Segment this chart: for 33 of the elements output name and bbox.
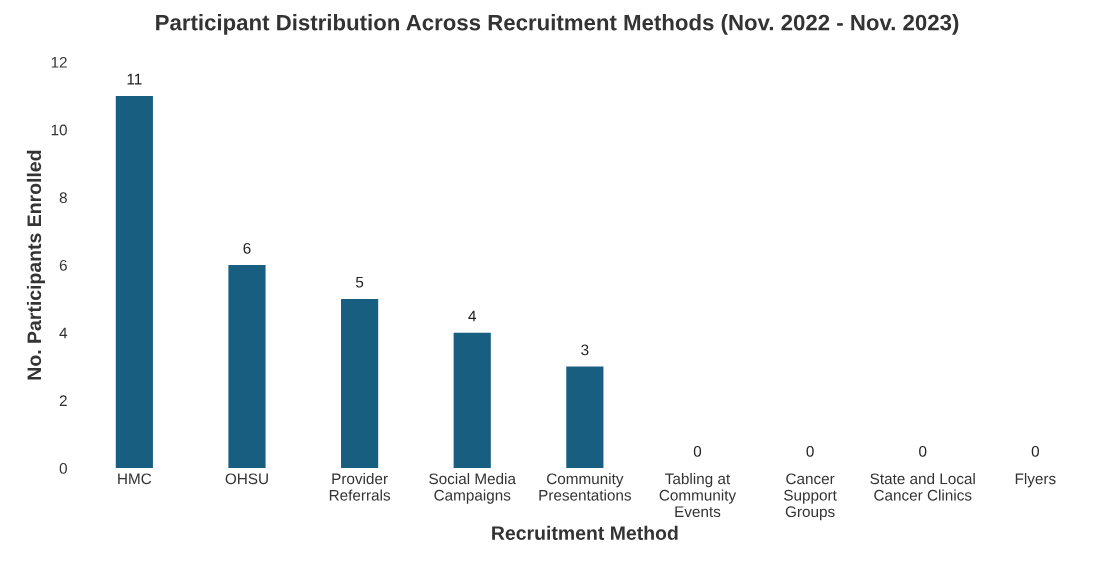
data-label: 0	[1031, 445, 1039, 457]
bar	[566, 366, 604, 469]
bar	[453, 332, 491, 469]
x-tick-label: HMC	[118, 473, 152, 485]
y-tick-label: 2	[59, 395, 67, 406]
x-tick-label: Tabling at Community Events	[659, 472, 737, 518]
data-label: 0	[693, 445, 702, 457]
chart-title: Participant Distribution Across Recruitment Methods (Nov. 2022 - Nov. 2023)	[156, 14, 959, 35]
y-tick-label: 8	[59, 192, 67, 204]
bar	[228, 265, 266, 469]
x-tick-label: Social Media Campaigns	[429, 472, 516, 504]
y-axis-title: No. Participants Enrolled	[26, 150, 45, 380]
y-tick-label: 4	[59, 327, 68, 339]
x-tick-label: Community Presentations	[539, 472, 632, 501]
x-tick-label: Cancer Support Groups	[784, 473, 837, 521]
bar	[341, 298, 379, 469]
data-label: 0	[806, 445, 814, 457]
data-label: 0	[919, 445, 927, 457]
x-tick-label: OHSU	[225, 473, 268, 485]
data-label: 4	[468, 310, 477, 322]
x-tick-label: Provider Referrals	[329, 472, 391, 501]
y-tick-label: 0	[59, 462, 67, 474]
bar	[115, 95, 153, 469]
y-tick-label: 12	[51, 56, 67, 68]
data-label: 6	[243, 242, 251, 254]
x-axis-title: Recruitment Method	[492, 525, 678, 540]
x-tick-label: Flyers	[1015, 472, 1056, 488]
x-tick-label: State and Local Cancer Clinics	[870, 472, 975, 501]
y-tick-label: 10	[51, 124, 67, 136]
data-label: 11	[127, 73, 142, 85]
data-label: 5	[355, 276, 364, 288]
y-tick-label: 6	[59, 259, 67, 271]
data-label: 3	[581, 344, 589, 356]
